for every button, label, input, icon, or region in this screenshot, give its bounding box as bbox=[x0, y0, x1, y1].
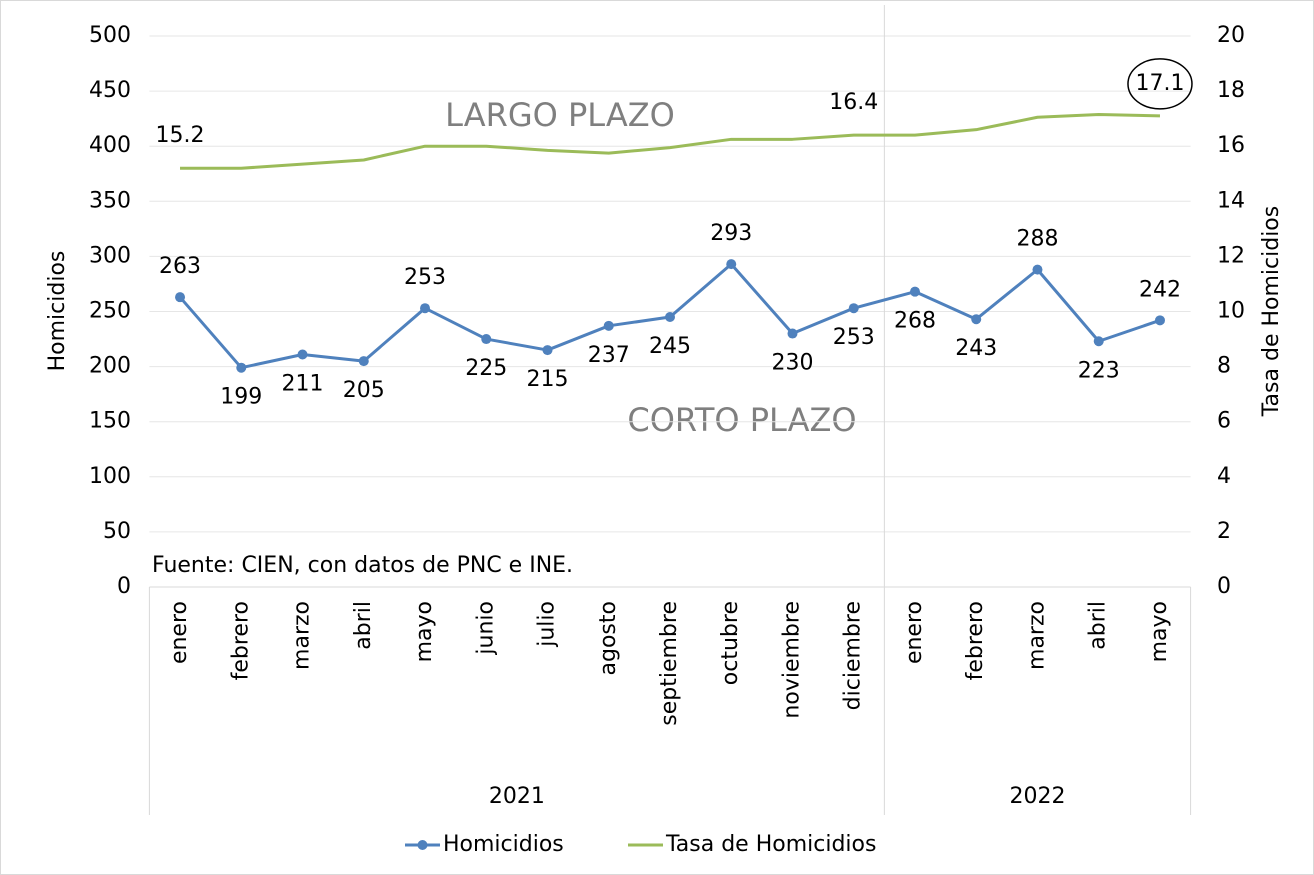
data-label: 293 bbox=[710, 221, 752, 246]
x-tick-label: diciembre bbox=[841, 601, 866, 710]
marker bbox=[665, 312, 675, 323]
data-label: 237 bbox=[588, 343, 630, 368]
label-circle bbox=[1127, 58, 1193, 110]
data-label: 199 bbox=[220, 385, 262, 410]
data-label: 253 bbox=[833, 325, 875, 350]
annotation: LARGO PLAZO bbox=[445, 96, 675, 134]
marker bbox=[358, 356, 369, 367]
group-label: 2021 bbox=[489, 784, 545, 809]
x-tick-label: septiembre bbox=[657, 601, 682, 726]
y2-tick-label: 0 bbox=[1217, 574, 1231, 599]
marker bbox=[542, 345, 553, 356]
y2-tick-label: 2 bbox=[1217, 519, 1231, 544]
marker bbox=[1032, 264, 1043, 275]
x-tick-label: mayo bbox=[1147, 601, 1172, 662]
x-tick-label: julio bbox=[535, 601, 560, 648]
y2-axis-label: Tasa de Homicidios bbox=[1259, 206, 1284, 417]
data-label: 245 bbox=[649, 334, 691, 359]
legend-marker bbox=[417, 840, 428, 850]
y2-tick-label: 10 bbox=[1217, 299, 1245, 324]
marker bbox=[726, 259, 737, 270]
x-tick-label: febrero bbox=[963, 601, 988, 680]
x-tick-label: marzo bbox=[290, 601, 315, 670]
y2-tick-label: 20 bbox=[1217, 23, 1245, 48]
y2-tick-label: 6 bbox=[1217, 409, 1231, 434]
y2-tick-label: 16 bbox=[1217, 133, 1245, 158]
annotation: CORTO PLAZO bbox=[627, 401, 856, 439]
y2-tick-label: 4 bbox=[1217, 464, 1231, 489]
marker bbox=[909, 286, 920, 297]
data-label: 211 bbox=[282, 371, 324, 396]
y-tick-label: 350 bbox=[89, 188, 131, 213]
x-tick-label: febrero bbox=[228, 601, 253, 680]
data-label: 205 bbox=[343, 378, 385, 403]
y-axis-label: Homicidios bbox=[45, 251, 70, 372]
marker bbox=[297, 349, 308, 360]
group-label: 2022 bbox=[1009, 784, 1065, 809]
data-label: 225 bbox=[465, 356, 507, 381]
y2-tick-label: 18 bbox=[1217, 78, 1245, 103]
y-tick-label: 50 bbox=[103, 519, 131, 544]
x-tick-label: noviembre bbox=[779, 601, 804, 719]
marker bbox=[1154, 315, 1165, 326]
x-tick-label: agosto bbox=[596, 601, 621, 675]
x-tick-label: marzo bbox=[1024, 601, 1049, 670]
y-tick-label: 100 bbox=[89, 464, 131, 489]
series-line bbox=[180, 113, 1161, 170]
data-label: 17.1 bbox=[1135, 71, 1184, 96]
marker bbox=[971, 314, 982, 325]
y-tick-label: 150 bbox=[89, 409, 131, 434]
y2-tick-label: 14 bbox=[1217, 188, 1245, 213]
data-label: 268 bbox=[894, 309, 936, 334]
data-label: 223 bbox=[1078, 358, 1120, 383]
data-label: 215 bbox=[527, 367, 569, 392]
y-tick-label: 250 bbox=[89, 299, 131, 324]
legend-label: Tasa de Homicidios bbox=[665, 832, 876, 857]
marker bbox=[603, 320, 614, 331]
source-note: Fuente: CIEN, con datos de PNC e INE. bbox=[152, 553, 573, 578]
marker bbox=[1093, 336, 1104, 347]
x-tick-label: enero bbox=[167, 601, 192, 664]
y-tick-label: 500 bbox=[89, 23, 131, 48]
data-label: 230 bbox=[771, 351, 813, 376]
marker bbox=[420, 303, 431, 314]
x-tick-label: octubre bbox=[718, 601, 743, 685]
x-tick-label: enero bbox=[902, 601, 927, 664]
marker bbox=[175, 292, 186, 303]
x-tick-label: abril bbox=[1086, 601, 1111, 650]
data-label: 15.2 bbox=[156, 123, 205, 148]
data-label: 253 bbox=[404, 265, 446, 290]
data-label: 16.4 bbox=[829, 90, 878, 115]
data-label: 288 bbox=[1016, 227, 1058, 252]
marker bbox=[481, 334, 492, 345]
x-tick-label: abril bbox=[351, 601, 376, 650]
data-label: 242 bbox=[1139, 277, 1181, 302]
data-label: 263 bbox=[159, 254, 201, 279]
y-tick-label: 200 bbox=[89, 354, 131, 379]
marker bbox=[236, 362, 247, 373]
y-tick-label: 400 bbox=[89, 133, 131, 158]
y-tick-label: 450 bbox=[89, 78, 131, 103]
y-tick-label: 300 bbox=[89, 243, 131, 268]
y2-tick-label: 8 bbox=[1217, 354, 1231, 379]
x-tick-label: mayo bbox=[412, 601, 437, 662]
y2-tick-label: 12 bbox=[1217, 243, 1245, 268]
legend-label: Homicidios bbox=[443, 832, 564, 857]
y-tick-label: 0 bbox=[117, 574, 131, 599]
marker bbox=[848, 303, 859, 314]
data-label: 243 bbox=[955, 336, 997, 361]
x-tick-label: junio bbox=[473, 601, 498, 656]
marker bbox=[787, 328, 798, 339]
